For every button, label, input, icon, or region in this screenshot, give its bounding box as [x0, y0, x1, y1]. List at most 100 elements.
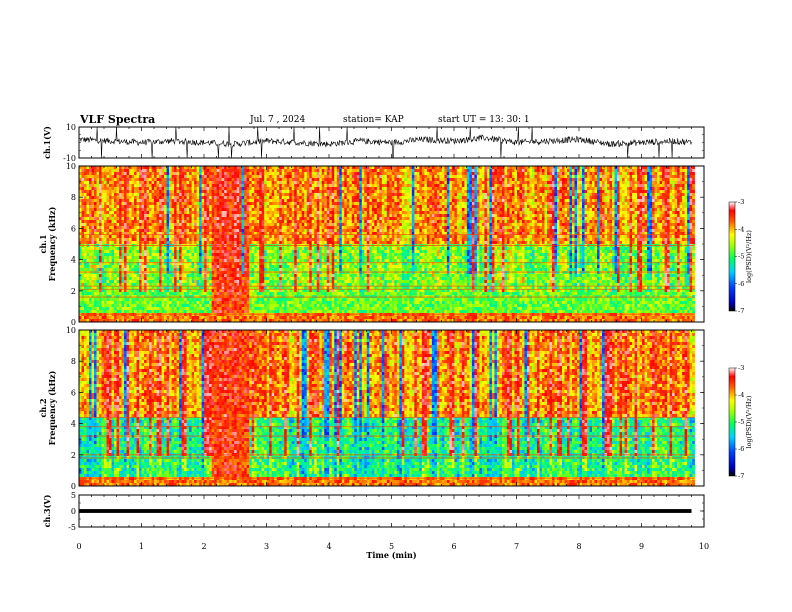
- spectrogram-cell: [199, 319, 202, 323]
- spectrogram-cell: [86, 202, 90, 206]
- spectrogram-cell: [229, 241, 232, 245]
- spectrogram-cell: [189, 289, 192, 293]
- spectrogram-cell: [294, 301, 298, 305]
- spectrogram-cell: [171, 214, 175, 218]
- spectrogram-cell: [254, 277, 257, 281]
- spectrogram-cell: [191, 319, 195, 323]
- spectrogram-cell: [189, 292, 192, 296]
- spectrogram-cell: [149, 259, 152, 263]
- spectrogram-cell: [84, 238, 87, 242]
- spectrogram-cell: [154, 316, 157, 320]
- spectrogram-cell: [146, 304, 150, 308]
- spectrogram-cell: [199, 274, 202, 278]
- spectrogram-cell: [219, 313, 222, 317]
- spectrogram-cell: [139, 205, 142, 209]
- spectrogram-cell: [84, 256, 87, 260]
- spectrogram-cell: [104, 274, 107, 278]
- spectrogram-cell: [159, 223, 162, 227]
- spectrogram-cell: [261, 220, 265, 224]
- spectrogram-cell: [189, 199, 192, 203]
- spectrogram-cell: [96, 184, 100, 188]
- spectrogram-cell: [304, 253, 308, 257]
- spectrogram-cell: [89, 289, 92, 293]
- spectrogram-cell: [154, 271, 157, 275]
- spectrogram-cell: [231, 238, 235, 242]
- spectrogram-cell: [151, 256, 155, 260]
- spectrogram-cell: [181, 265, 185, 269]
- spectrogram-cell: [189, 238, 192, 242]
- spectrogram-cell: [164, 181, 167, 185]
- spectrogram-cell: [159, 175, 162, 179]
- spectrogram-cell: [124, 286, 127, 290]
- spectrogram-cell: [106, 280, 110, 284]
- spectrogram-cell: [126, 169, 130, 173]
- spectrogram-cell: [144, 253, 147, 257]
- spectrogram-cell: [296, 241, 300, 245]
- spectrogram-cell: [251, 313, 255, 317]
- spectrogram-cell: [131, 277, 135, 281]
- spectrogram-cell: [164, 196, 167, 200]
- spectrogram-cell: [244, 166, 247, 170]
- spectrogram-cell: [249, 307, 252, 311]
- spectrogram-cell: [169, 208, 172, 212]
- spectrogram-cell: [254, 262, 257, 266]
- spectrogram-cell: [191, 208, 195, 212]
- spectrogram-cell: [289, 247, 293, 251]
- spectrogram-cell: [289, 211, 293, 215]
- spectrogram-cell: [231, 253, 235, 257]
- spectrogram-cell: [94, 301, 97, 305]
- spectrogram-cell: [119, 229, 122, 233]
- spectrogram-cell: [186, 178, 190, 182]
- spectrogram-cell: [311, 169, 315, 173]
- spectrogram-cell: [309, 232, 313, 236]
- spectrogram-cell: [269, 181, 272, 185]
- spectrogram-cell: [151, 274, 155, 278]
- spectrogram-cell: [279, 214, 282, 218]
- spectrogram-cell: [174, 304, 177, 308]
- spectrogram-cell: [134, 289, 137, 293]
- spectrogram-cell: [194, 250, 197, 254]
- spectrogram-cell: [169, 265, 172, 269]
- spectrogram-cell: [109, 217, 112, 221]
- spectrogram-cell: [256, 301, 260, 305]
- spectrogram-cell: [251, 310, 255, 314]
- spectrogram-cell: [196, 256, 200, 260]
- spectrogram-cell: [146, 235, 150, 239]
- spectrogram-cell: [96, 232, 100, 236]
- spectrogram-cell: [161, 280, 165, 284]
- spectrogram-cell: [159, 253, 162, 257]
- spectrogram-cell: [84, 181, 87, 185]
- spectrogram-cell: [161, 235, 165, 239]
- spectrogram-cell: [219, 229, 222, 233]
- spectrogram-cell: [101, 214, 105, 218]
- spectrogram-cell: [224, 301, 227, 305]
- spectrogram-cell: [236, 241, 240, 245]
- spectrogram-cell: [244, 241, 247, 245]
- spectrogram-cell: [89, 229, 92, 233]
- spectrogram-cell: [239, 265, 242, 269]
- spectrogram-cell: [194, 172, 197, 176]
- spectrogram-cell: [309, 280, 313, 284]
- spectrogram-cell: [234, 250, 237, 254]
- spectrogram-cell: [241, 172, 245, 176]
- spectrogram-cell: [216, 286, 220, 290]
- spectrogram-cell: [151, 310, 155, 314]
- spectrogram-cell: [276, 199, 280, 203]
- spectrogram-cell: [96, 316, 100, 320]
- spectrogram-cell: [114, 175, 117, 179]
- spectrogram-cell: [179, 223, 182, 227]
- spectrogram-cell: [174, 190, 177, 194]
- spectrogram-cell: [154, 217, 157, 221]
- spectrogram-cell: [254, 211, 257, 215]
- spectrogram-cell: [249, 175, 252, 179]
- spectrogram-cell: [96, 196, 100, 200]
- spectrogram-cell: [131, 283, 135, 287]
- spectrogram-cell: [231, 169, 235, 173]
- spectrogram-cell: [196, 268, 200, 272]
- spectrogram-cell: [154, 265, 157, 269]
- spectrogram-cell: [221, 238, 225, 242]
- spectrogram-cell: [291, 223, 295, 227]
- spectrogram-cell: [269, 247, 272, 251]
- spectrogram-cell: [104, 166, 107, 170]
- spectrogram-cell: [304, 313, 308, 317]
